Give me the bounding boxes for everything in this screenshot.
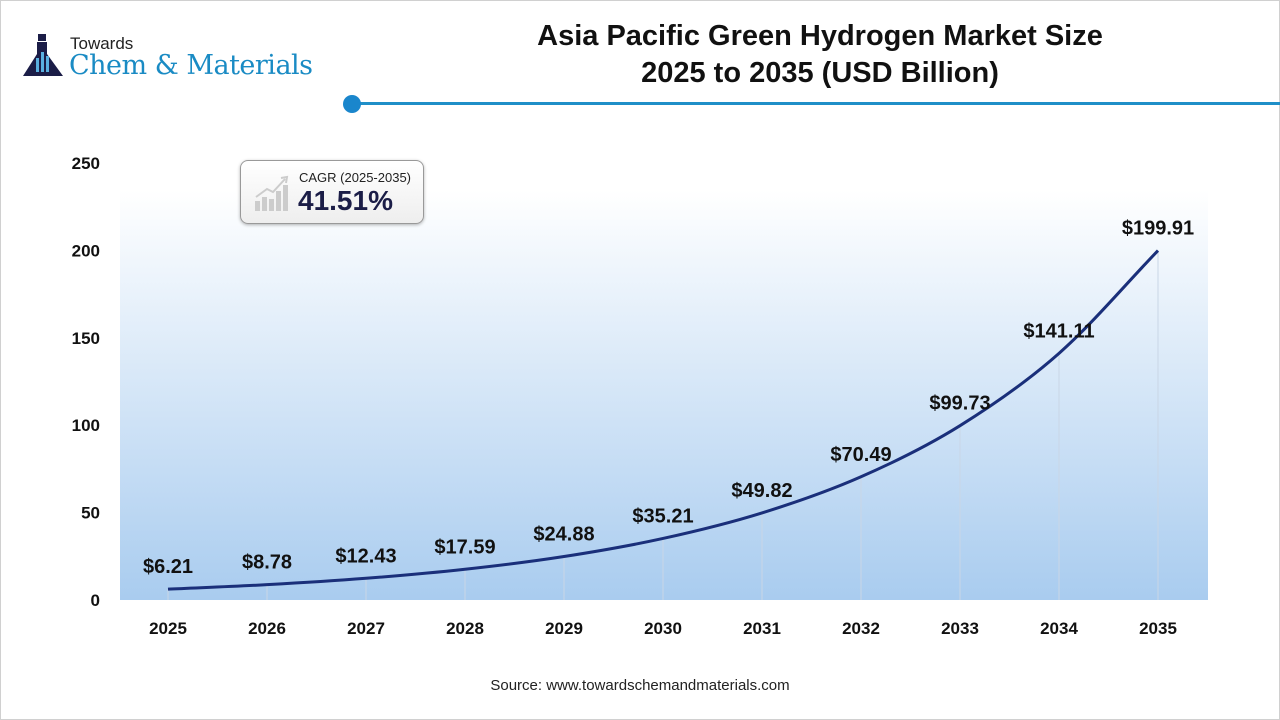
data-label: $8.78	[242, 552, 292, 574]
x-tick-label: 2034	[1040, 619, 1078, 638]
x-tick-label: 2027	[347, 619, 385, 638]
data-label: $12.43	[335, 545, 396, 567]
data-label: $24.88	[533, 524, 594, 546]
series-line	[167, 249, 1160, 591]
data-label: $6.21	[143, 556, 193, 578]
data-label: $35.21	[632, 505, 693, 527]
cagr-badge: CAGR (2025-2035) 41.51%	[240, 160, 424, 224]
title-line-1: Asia Pacific Green Hydrogen Market Size	[537, 20, 1103, 52]
x-tick-label: 2031	[743, 619, 781, 638]
cagr-value: 41.51%	[298, 185, 393, 216]
y-tick-label: 100	[72, 416, 100, 435]
data-label: $99.73	[929, 393, 990, 415]
data-label: $199.91	[1122, 218, 1194, 240]
y-tick-label: 250	[72, 154, 100, 173]
data-label: $17.59	[434, 536, 495, 558]
title-line-2: 2025 to 2035 (USD Billion)	[641, 57, 999, 89]
x-tick-label: 2032	[842, 619, 880, 638]
y-tick-label: 200	[72, 241, 100, 260]
title-dot	[343, 95, 361, 113]
plot-background	[120, 190, 1208, 600]
cagr-label: CAGR (2025-2035)	[299, 170, 411, 185]
x-tick-label: 2025	[149, 619, 187, 638]
logo-brand: Chem & Materials	[69, 50, 313, 81]
x-tick-label: 2029	[545, 619, 583, 638]
y-tick-label: 0	[91, 591, 100, 610]
data-label: $141.11	[1023, 320, 1094, 342]
growth-chart-icon	[255, 175, 289, 211]
source-note: Source: www.towardschemandmaterials.com	[490, 677, 790, 694]
x-tick-label: 2035	[1139, 619, 1177, 638]
flask-icon	[23, 34, 63, 76]
data-label: $70.49	[830, 444, 891, 466]
chart-title: Asia Pacific Green Hydrogen Market Size …	[500, 18, 1140, 92]
logo-towards: Towards	[70, 34, 134, 53]
data-label: $49.82	[731, 480, 792, 502]
x-tick-label: 2033	[941, 619, 979, 638]
y-tick-label: 150	[72, 329, 100, 348]
x-tick-label: 2028	[446, 619, 484, 638]
title-underline	[360, 102, 1280, 105]
x-tick-label: 2030	[644, 619, 682, 638]
y-tick-label: 50	[81, 504, 100, 523]
x-tick-label: 2026	[248, 619, 286, 638]
